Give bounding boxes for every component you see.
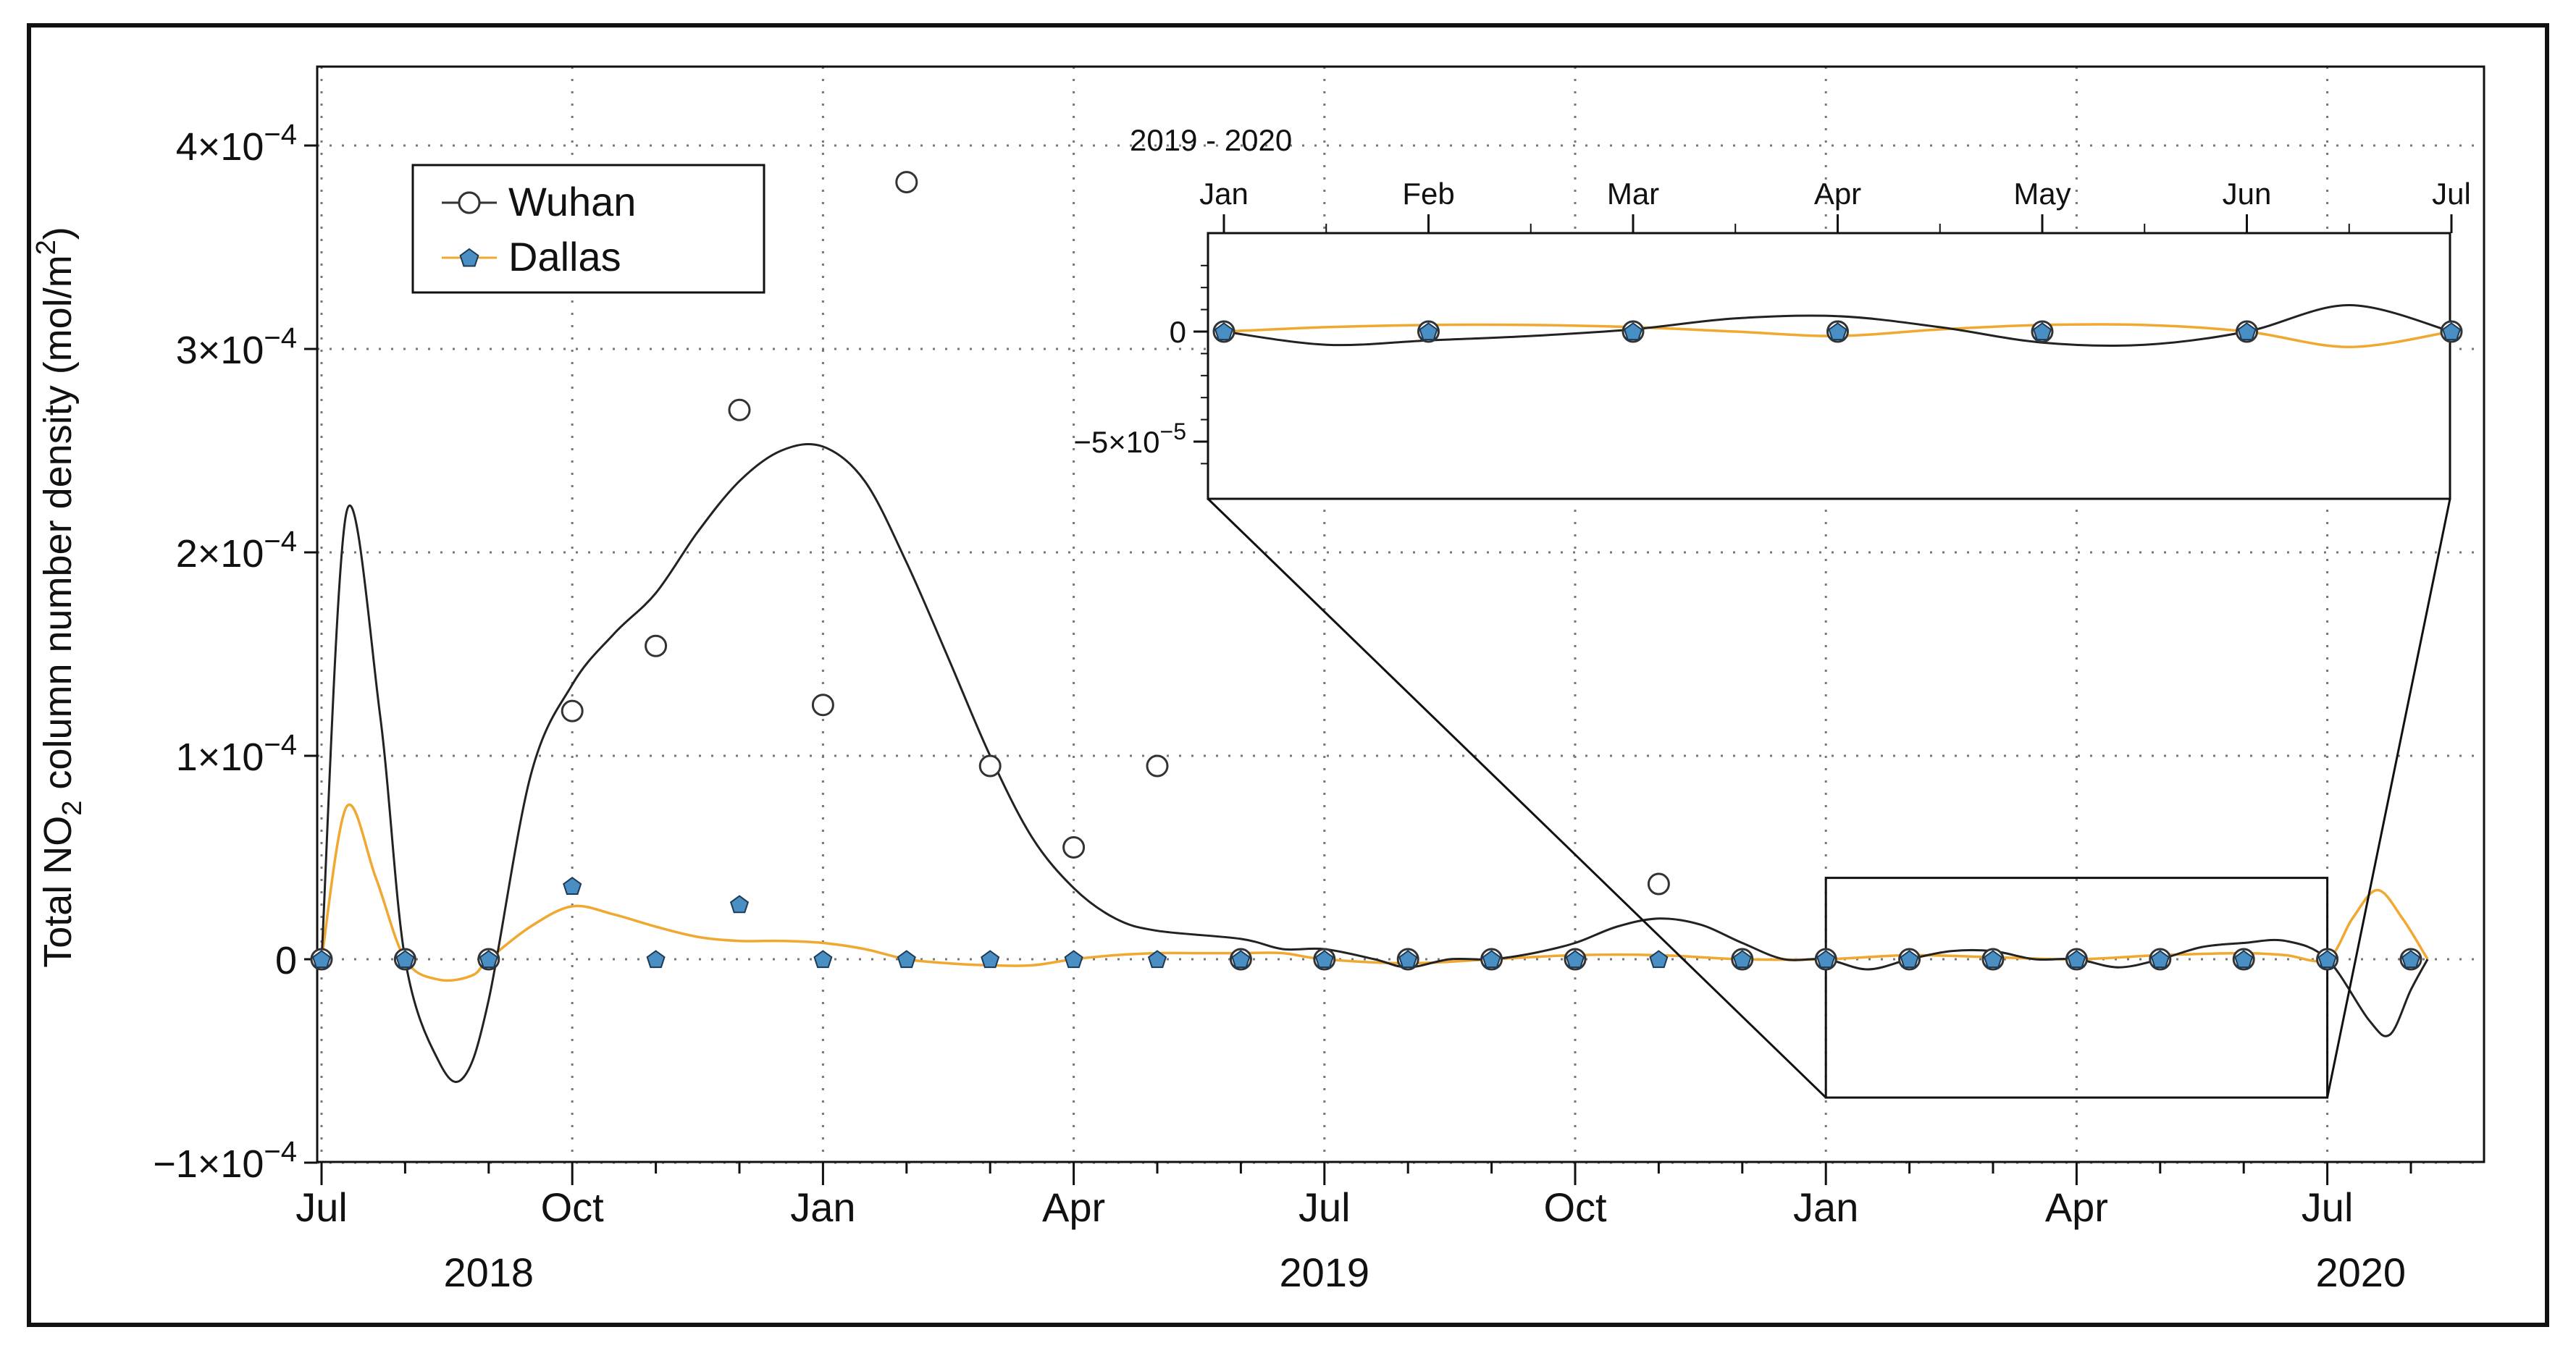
inset-x-tick-label: Jan [1199, 177, 1249, 211]
legend-dallas-marker [459, 248, 479, 267]
inset-x-tick-label: Jun [2223, 177, 2272, 211]
x-tick-label: Jan [790, 1184, 855, 1230]
dallas-point [563, 877, 582, 895]
x-year-label: 2020 [2315, 1250, 2406, 1295]
inset-plot: Jan Feb Mar Apr May Jun Jul 0 −5×10−5 2019 - 202… [1073, 123, 2471, 500]
inset-title: 2019 - 2020 [1130, 123, 1292, 157]
dallas-point [1314, 950, 1334, 969]
dallas-point [1565, 950, 1585, 969]
wuhan-point [895, 171, 918, 194]
x-year-label: 2019 [1280, 1250, 1370, 1295]
dallas-point [1147, 950, 1167, 969]
wuhan-point [1647, 872, 1670, 896]
dallas-point [2401, 950, 2421, 969]
legend-wuhan-label: Wuhan [508, 179, 636, 224]
x-tick-label: Jul [295, 1184, 348, 1230]
inset-series-points [1212, 320, 2463, 343]
wuhan-point [561, 699, 584, 723]
wuhan-point [645, 634, 668, 657]
wuhan-point [1146, 754, 1169, 778]
wuhan-point [978, 754, 1002, 778]
plot-frame [316, 65, 2485, 1163]
inset-dallas-point [2237, 322, 2257, 341]
dallas-point [646, 950, 666, 969]
inset-dallas-point [1623, 322, 1643, 341]
dallas-point [1649, 950, 1669, 969]
dallas-fit-line [320, 803, 2429, 982]
figure-border [27, 23, 2549, 1327]
dallas-point [1900, 950, 1919, 969]
dallas-point [479, 950, 498, 969]
legend-dallas-label: Dallas [508, 234, 621, 279]
dallas-point [1816, 950, 1836, 969]
zoom-connector [1207, 497, 2451, 1099]
x-tick-label: Oct [1543, 1184, 1607, 1230]
inset-x-tick-label: Feb [1402, 177, 1454, 211]
inset-frame [1207, 232, 2451, 500]
inset-x-tick-label: Jul [2432, 177, 2471, 211]
zoom-connector-left [1207, 497, 1827, 1099]
x-tick-label: Apr [2045, 1184, 2108, 1230]
y-tick-label: 2×10−4 [176, 526, 297, 576]
dallas-point [1983, 950, 2003, 969]
dallas-point [2150, 950, 2170, 969]
zoom-connector-right [2326, 498, 2451, 1098]
y-tick-label: 1×10−4 [176, 729, 297, 779]
dallas-point [2234, 950, 2254, 969]
dallas-point [1482, 950, 1501, 969]
wuhan-point [811, 694, 834, 717]
y-axis-label: Total NO2 column number density (mol/m2) [31, 227, 88, 968]
wuhan-point [1062, 835, 1086, 859]
legend-wuhan-marker-top [458, 191, 481, 214]
legend: Wuhan Dallas [411, 164, 765, 294]
x-tick-label: Oct [541, 1184, 605, 1230]
wuhan-point [728, 398, 751, 421]
dallas-point [311, 950, 332, 969]
main-series-points [310, 171, 2422, 971]
dallas-point [2067, 950, 2086, 969]
inset-dallas-point [2441, 322, 2462, 341]
x-tick-label: Jul [2302, 1184, 2354, 1230]
inset-x-tick-label: Apr [1814, 177, 1861, 211]
dallas-point [2317, 950, 2337, 969]
inset-dallas-point [2032, 322, 2052, 341]
x-tick-label: Apr [1042, 1184, 1105, 1230]
x-tick-label: Jul [1299, 1184, 1351, 1230]
x-year-label: 2018 [444, 1250, 534, 1295]
dallas-point [729, 895, 750, 914]
dallas-point [1064, 950, 1083, 969]
y-tick-label: 4×10−4 [176, 119, 297, 169]
inset-axis-ticks: Jan Feb Mar Apr May Jun Jul 0 −5×10−5 [1073, 177, 2471, 465]
y-tick-label: 0 [275, 939, 297, 982]
dallas-point [395, 950, 415, 969]
dallas-point [1231, 950, 1251, 969]
dallas-point [1732, 950, 1752, 969]
x-tick-label: Jan [1793, 1184, 1858, 1230]
zoom-box [1824, 877, 2329, 1099]
inset-y-tick-label: 0 [1170, 315, 1186, 349]
dallas-point [1398, 950, 1418, 969]
y-tick-label: 3×10−4 [176, 322, 297, 372]
legend-box [411, 164, 765, 294]
inset-x-tick-label: Mar [1607, 177, 1659, 211]
inset-y-tick-label: −5×10−5 [1073, 418, 1186, 459]
inset-dallas-point [1214, 322, 1234, 341]
dallas-point [813, 950, 833, 969]
inset-x-tick-label: May [2013, 177, 2071, 211]
inset-dallas-point [1828, 322, 1847, 341]
dallas-point [897, 950, 916, 969]
dallas-point [981, 950, 1000, 969]
y-tick-label: −1×10−4 [153, 1136, 297, 1186]
inset-dallas-point [1419, 322, 1438, 341]
main-axis-ticks: −1×10−4 0 1×10−4 2×10−4 3×10−4 4×10−4 Jul Oct Ja… [153, 119, 2412, 1295]
